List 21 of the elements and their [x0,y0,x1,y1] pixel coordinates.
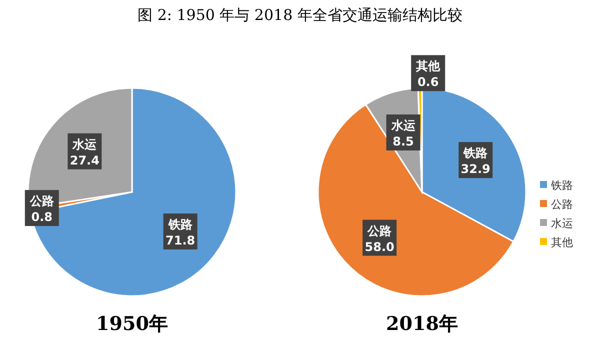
text: 2018年 [386,313,458,335]
legend-label: 其他 [551,236,573,249]
data-label: 27.4 [70,153,100,168]
data-label: 32.9 [460,162,490,176]
legend-label: 公路 [551,198,573,211]
slice-label: 铁路 [167,217,194,232]
data-label: 0.6 [417,75,439,90]
slice-label: 铁路 [462,146,489,160]
data-label: 58.0 [364,240,394,254]
text: 图 2: 1950 年与 2018 年全省交通运输结构比较 [138,6,462,24]
legend-label: 水运 [551,217,573,230]
slice-label: 其他 [415,59,442,74]
data-label: 8.5 [392,134,414,148]
slice-label: 公路 [28,194,55,208]
data-label: 0.8 [31,210,53,224]
slice-label: 水运 [390,118,416,132]
slice-label: 公路 [366,224,393,238]
slice-label: 水运 [72,137,98,152]
text: 1950年 [96,313,168,335]
data-label: 71.8 [166,233,196,248]
legend-label: 铁路 [550,179,573,192]
